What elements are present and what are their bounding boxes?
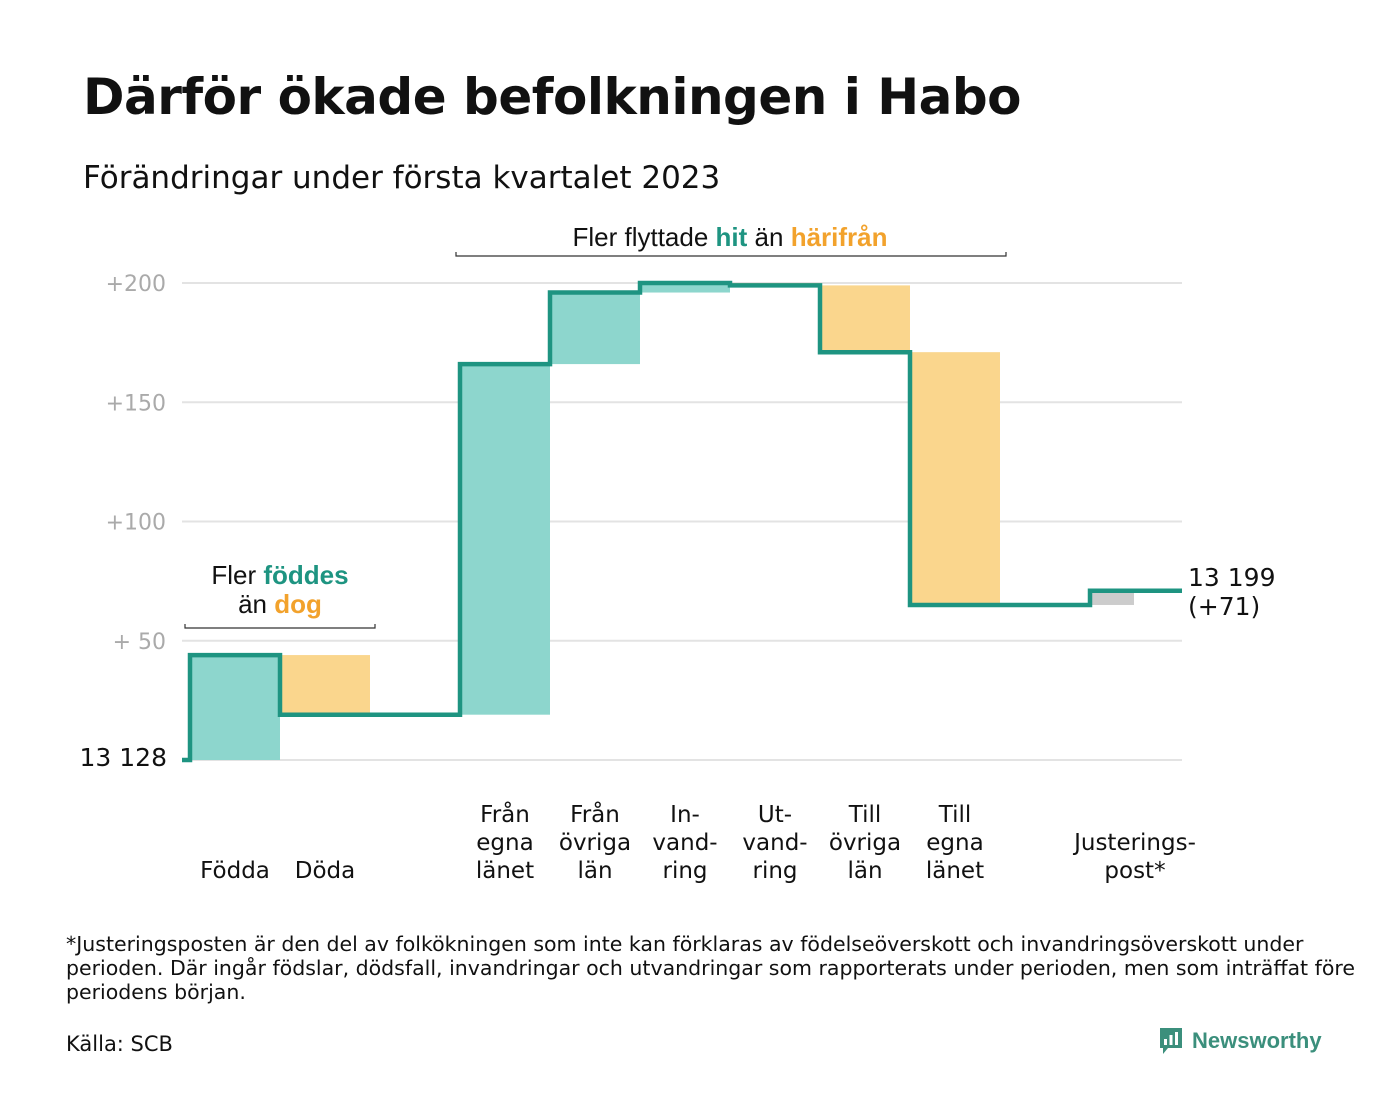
category-label: Från egna länet bbox=[476, 800, 534, 884]
y-axis-ticks: + 50 +100 +150 +200 bbox=[106, 272, 166, 655]
chart-subtitle: Förändringar under första kvartalet 2023 bbox=[83, 160, 721, 196]
annotation-text: Fler flyttade hit än härifrån bbox=[572, 222, 887, 252]
waterfall-bar bbox=[460, 364, 550, 715]
brand-name: Newsworthy bbox=[1192, 1028, 1322, 1053]
end-change-label: (+71) bbox=[1188, 592, 1260, 621]
waterfall-bar bbox=[280, 655, 370, 715]
bars bbox=[190, 283, 1134, 760]
cumulative-step-line bbox=[182, 280, 1182, 763]
annotation-text: än dog bbox=[238, 589, 322, 619]
waterfall-bar bbox=[910, 352, 1000, 605]
source-label: Källa: SCB bbox=[66, 1032, 173, 1056]
waterfall-bar bbox=[1090, 590, 1134, 605]
category-label: Från övriga län bbox=[559, 800, 631, 884]
grid-lines bbox=[182, 282, 1182, 761]
y-tick-label: + 50 bbox=[113, 630, 166, 655]
category-label: Justerings-post* bbox=[1072, 830, 1196, 884]
step-line bbox=[182, 280, 1182, 763]
annotation-bracket bbox=[184, 624, 376, 629]
category-label: Ut-vand-ring bbox=[742, 802, 807, 884]
end-value-label: 13 199 bbox=[1188, 563, 1275, 592]
chart-title: Därför ökade befolkningen i Habo bbox=[83, 68, 1022, 126]
waterfall-bar bbox=[820, 285, 910, 353]
category-label: In-vand-ring bbox=[652, 802, 717, 884]
annotation-bracket bbox=[455, 252, 1007, 257]
start-value-label: 13 128 bbox=[80, 743, 167, 772]
category-label: Födda bbox=[200, 858, 270, 884]
waterfall-bar bbox=[190, 655, 280, 760]
waterfall-bar bbox=[550, 292, 640, 365]
category-label: Döda bbox=[295, 858, 355, 884]
category-labels: Födda Döda Från egna länet Från övriga län In-va… bbox=[200, 800, 1196, 884]
category-label: Till övriga län bbox=[829, 802, 901, 884]
waterfall-bar bbox=[640, 283, 730, 293]
y-tick-label: +100 bbox=[106, 511, 166, 536]
annotation-text: Fler föddes bbox=[211, 560, 348, 590]
bar-chart-speech-icon bbox=[1160, 1028, 1182, 1054]
footnote: *Justeringsposten är den del av folkökni… bbox=[66, 932, 1355, 1004]
y-tick-label: +200 bbox=[106, 272, 166, 297]
brand-logo: Newsworthy bbox=[1158, 1026, 1322, 1056]
y-tick-label: +150 bbox=[106, 391, 166, 416]
category-label: Till egna länet bbox=[926, 802, 984, 884]
